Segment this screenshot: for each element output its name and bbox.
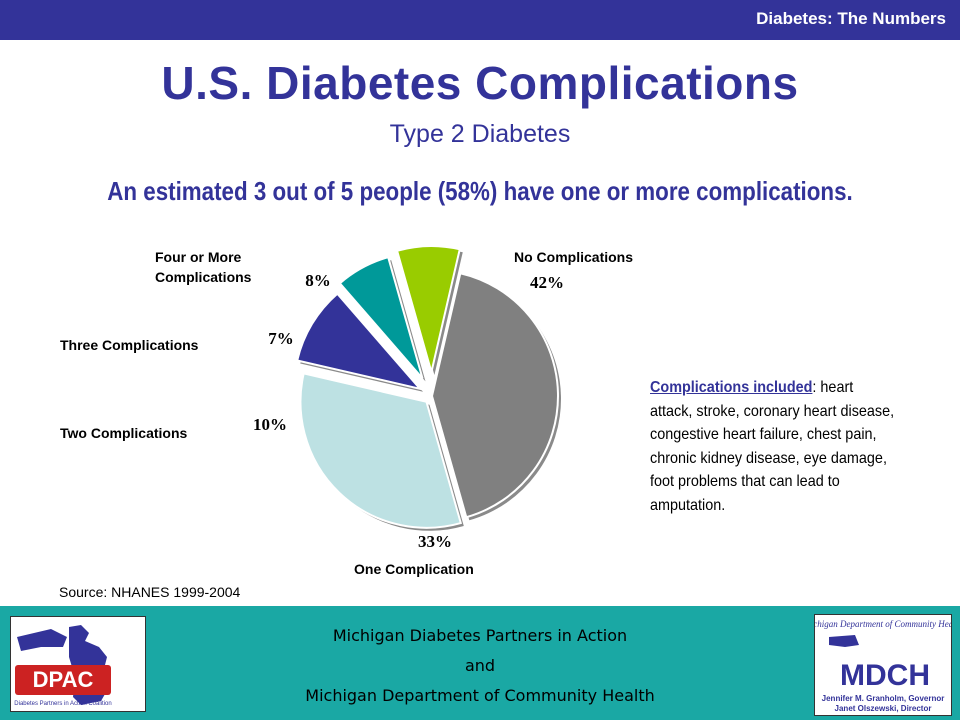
source-text: Source: NHANES 1999-2004	[59, 584, 241, 600]
mdch-logo: Michigan Department of Community Health …	[802, 614, 960, 716]
complications-note: Complications included: heart attack, st…	[650, 376, 898, 517]
mdch-governor: Jennifer M. Granholm, Governor	[822, 694, 945, 703]
category-label-no-complications: No Complications	[514, 249, 633, 265]
section-title: Diabetes: The Numbers	[756, 9, 946, 28]
note-heading: Complications included	[650, 379, 813, 396]
footer-line-2: and	[464, 656, 496, 675]
pie-slice-three-complications	[338, 255, 424, 380]
value-label-one-complication: 33%	[418, 532, 452, 551]
pie-slice-no-complications	[430, 272, 559, 519]
pie-slice-two-complications	[296, 292, 423, 391]
dpac-tagline: Diabetes Partners in Action Coalition	[14, 701, 111, 707]
header-bar: Diabetes: The Numbers	[0, 0, 960, 40]
dpac-logo-text: DPAC	[33, 667, 94, 692]
page-subtitle: Type 2 Diabetes	[389, 120, 571, 148]
michigan-map-icon: DPAC Diabetes Partners in Action Coaliti…	[14, 625, 112, 707]
pie-slice-four-or-more-complications	[395, 245, 461, 373]
mdch-logo-text: MDCH	[840, 659, 930, 692]
footer-line-3: Michigan Department of Community Health	[305, 686, 655, 705]
mdch-title: Michigan Department of Community Health	[815, 619, 951, 629]
footer: DPAC Diabetes Partners in Action Coaliti…	[0, 606, 960, 720]
mdch-director: Janet Olszewski, Director	[835, 704, 932, 713]
category-label-three-complications: Three Complications	[60, 337, 199, 353]
value-label-three-complications: 7%	[268, 329, 294, 348]
pie-slice-one-complication	[299, 372, 463, 529]
mdch-emblem-icon: Michigan Department of Community Health …	[802, 619, 960, 713]
value-label-no-complications: 42%	[530, 273, 564, 292]
dpac-logo: DPAC Diabetes Partners in Action Coaliti…	[10, 616, 146, 712]
footer-line-1: Michigan Diabetes Partners in Action	[332, 626, 628, 645]
headline: An estimated 3 out of 5 people (58%) hav…	[107, 176, 853, 206]
note-body: : heart attack, stroke, coronary heart d…	[650, 379, 895, 514]
category-label-one-complication: One Complication	[354, 561, 474, 577]
value-label-four-or-more-complications: 8%	[305, 271, 331, 290]
value-label-two-complications: 10%	[253, 415, 287, 434]
category-label-four-or-more-complications: Four or More Complications	[155, 249, 252, 285]
page-title: U.S. Diabetes Complications	[161, 57, 799, 109]
category-label-two-complications: Two Complications	[60, 425, 188, 441]
